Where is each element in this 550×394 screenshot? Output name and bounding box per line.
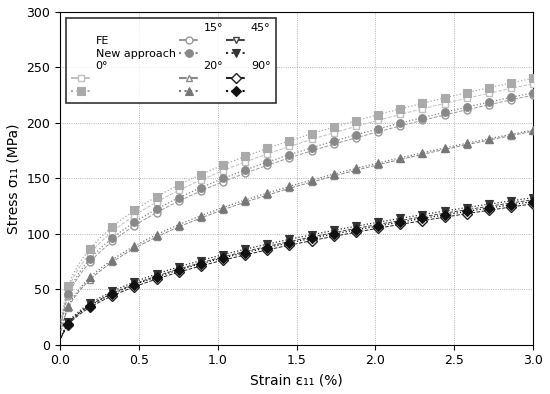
Y-axis label: Stress σ₁₁ (MPa): Stress σ₁₁ (MPa) bbox=[7, 123, 21, 234]
X-axis label: Strain ε₁₁ (%): Strain ε₁₁ (%) bbox=[250, 373, 343, 387]
Legend: , FE, New approach, 0°, , , 15°, , , 20°, , , 45°, , , 90°, , : , FE, New approach, 0°, , , 15°, , , 20°… bbox=[65, 17, 276, 102]
